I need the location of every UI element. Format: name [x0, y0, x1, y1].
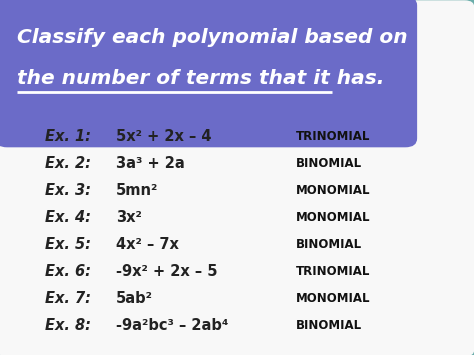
Text: BINOMIAL: BINOMIAL [296, 238, 363, 251]
Text: BINOMIAL: BINOMIAL [296, 157, 363, 170]
Text: Classify each polynomial based on: Classify each polynomial based on [17, 28, 407, 47]
Text: 5mn²: 5mn² [116, 183, 158, 198]
Text: Ex. 8:: Ex. 8: [45, 318, 91, 333]
Text: Ex. 3:: Ex. 3: [45, 183, 91, 198]
Text: -9a²bc³ – 2ab⁴: -9a²bc³ – 2ab⁴ [116, 318, 228, 333]
Text: 4x² – 7x: 4x² – 7x [116, 237, 179, 252]
Text: MONOMIAL: MONOMIAL [296, 211, 371, 224]
Text: MONOMIAL: MONOMIAL [296, 292, 371, 305]
Text: Ex. 2:: Ex. 2: [45, 156, 91, 171]
Text: 5ab²: 5ab² [116, 291, 153, 306]
Text: -9x² + 2x – 5: -9x² + 2x – 5 [116, 264, 218, 279]
Text: BINOMIAL: BINOMIAL [296, 319, 363, 332]
Text: the number of terms that it has.: the number of terms that it has. [17, 69, 384, 88]
Text: 3a³ + 2a: 3a³ + 2a [116, 156, 185, 171]
Text: Ex. 4:: Ex. 4: [45, 210, 91, 225]
Text: Ex. 1:: Ex. 1: [45, 129, 91, 144]
FancyBboxPatch shape [0, 0, 417, 147]
Text: 5x² + 2x – 4: 5x² + 2x – 4 [116, 129, 211, 144]
Text: Ex. 6:: Ex. 6: [45, 264, 91, 279]
Text: TRINOMIAL: TRINOMIAL [296, 130, 371, 143]
Text: Ex. 5:: Ex. 5: [45, 237, 91, 252]
Text: MONOMIAL: MONOMIAL [296, 184, 371, 197]
Text: TRINOMIAL: TRINOMIAL [296, 265, 371, 278]
Text: Ex. 7:: Ex. 7: [45, 291, 91, 306]
Text: 3x²: 3x² [116, 210, 142, 225]
